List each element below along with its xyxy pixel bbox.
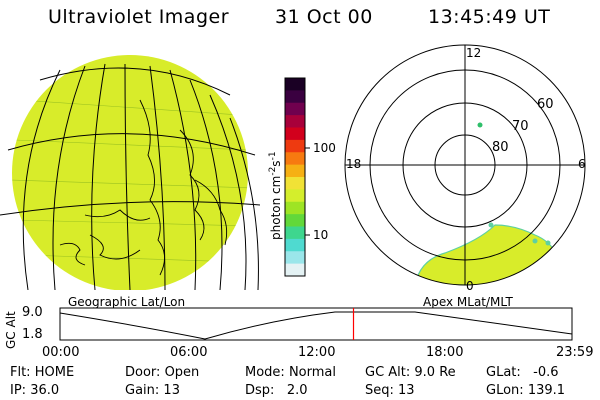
polar-panel-label: Apex MLat/MLT <box>423 295 513 309</box>
status-ip-label: IP: <box>10 383 27 398</box>
lat-label-70: 70 <box>512 119 529 134</box>
status-gcalt-value: 9.0 Re <box>414 365 456 380</box>
geographic-map <box>0 55 260 290</box>
colorbar-exp1: -2 <box>268 166 278 176</box>
status-gain-label: Gain: <box>125 383 160 398</box>
status-gain: Gain: 13 <box>125 383 180 398</box>
colorbar-segment <box>285 102 305 116</box>
colorbar <box>284 77 310 277</box>
strip-x-tick-2359: 23:59 <box>556 345 594 360</box>
uv-image-region <box>414 224 558 285</box>
mlt-label-6: 6 <box>578 157 586 171</box>
status-glat-value: -0.6 <box>533 365 559 380</box>
status-door-label: Door: <box>125 365 161 380</box>
aurora-spot <box>545 240 551 246</box>
status-gcalt: GC Alt: 9.0 Re <box>365 365 456 380</box>
strip-y-tick-9: 9.0 <box>22 305 43 320</box>
colorbar-segment <box>285 127 305 141</box>
aurora-spot <box>488 222 494 228</box>
status-glat-label: GLat: <box>486 365 521 380</box>
status-mode-value: Normal <box>288 365 336 380</box>
uv-image-disk <box>12 55 248 290</box>
colorbar-segment <box>285 115 305 129</box>
polar-plot <box>344 44 586 286</box>
colorbar-segment <box>285 177 305 190</box>
strip-y-axis-label: GC Alt <box>4 311 18 349</box>
status-mode-label: Mode: <box>245 365 285 380</box>
strip-y-tick-1-8: 1.8 <box>22 327 43 342</box>
strip-x-tick-0600: 06:00 <box>170 345 208 360</box>
colorbar-segment <box>285 238 305 252</box>
observation-time: 13:45:49 UT <box>428 6 551 28</box>
strip-x-tick-0000: 00:00 <box>42 345 80 360</box>
strip-x-tick-1800: 18:00 <box>426 345 464 360</box>
colorbar-tick-10: 10 <box>313 228 329 242</box>
colorbar-segment <box>285 251 305 265</box>
altitude-strip <box>59 307 573 341</box>
strip-x-tick-1200: 12:00 <box>298 345 336 360</box>
status-seq: Seq: 13 <box>365 383 415 398</box>
colorbar-segment <box>285 263 305 277</box>
lat-label-80: 80 <box>492 140 509 155</box>
colorbar-axis-label: photon cm-2s-1 <box>268 151 283 240</box>
colorbar-segment <box>285 164 305 178</box>
status-flt-label: Flt: <box>10 365 31 380</box>
status-dsp-label: Dsp: <box>245 383 275 398</box>
colorbar-segment <box>285 152 305 166</box>
mlt-label-18: 18 <box>346 157 362 171</box>
geo-panel-label: Geographic Lat/Lon <box>68 295 186 309</box>
status-ip: IP: 36.0 <box>10 383 59 398</box>
observation-date: 31 Oct 00 <box>275 6 373 28</box>
colorbar-segment <box>285 90 305 104</box>
status-mode: Mode: Normal <box>245 365 336 380</box>
colorbar-segment <box>285 139 305 153</box>
status-dsp: Dsp: 2.0 <box>245 383 308 398</box>
colorbar-segment <box>285 214 305 228</box>
status-flt-value: HOME <box>34 365 75 380</box>
colorbar-exp2: -1 <box>268 151 278 161</box>
colorbar-segment <box>285 189 305 203</box>
status-door-value: Open <box>164 365 200 380</box>
status-seq-value: 13 <box>398 383 415 398</box>
colorbar-segment <box>285 78 305 91</box>
colorbar-unit-s: s <box>269 160 283 167</box>
mlt-label-12: 12 <box>466 46 482 60</box>
status-door: Door: Open <box>125 365 199 380</box>
lat-label-60: 60 <box>537 97 554 112</box>
coastlines <box>59 99 228 276</box>
status-gcalt-label: GC Alt: <box>365 365 411 380</box>
colorbar-segment <box>285 226 305 240</box>
colorbar-tick-100: 100 <box>313 141 336 155</box>
status-glat: GLat: -0.6 <box>486 365 559 380</box>
instrument-title: Ultraviolet Imager <box>48 6 230 28</box>
status-glon-label: GLon: <box>486 383 524 398</box>
status-gain-value: 13 <box>163 383 180 398</box>
status-dsp-value: 2.0 <box>286 383 308 398</box>
aurora-spot <box>477 122 483 128</box>
status-glon-value: 139.1 <box>527 383 566 398</box>
aurora-spot <box>532 238 538 244</box>
status-flt: Flt: HOME <box>10 365 74 380</box>
mlt-label-0: 0 <box>466 279 474 293</box>
status-glon: GLon: 139.1 <box>486 383 565 398</box>
status-ip-value: 36.0 <box>30 383 60 398</box>
colorbar-unit-text: photon cm <box>269 175 283 240</box>
meridian-lines <box>22 63 259 290</box>
parallel-lines <box>0 67 260 216</box>
colorbar-segment <box>285 201 305 215</box>
status-seq-label: Seq: <box>365 383 394 398</box>
